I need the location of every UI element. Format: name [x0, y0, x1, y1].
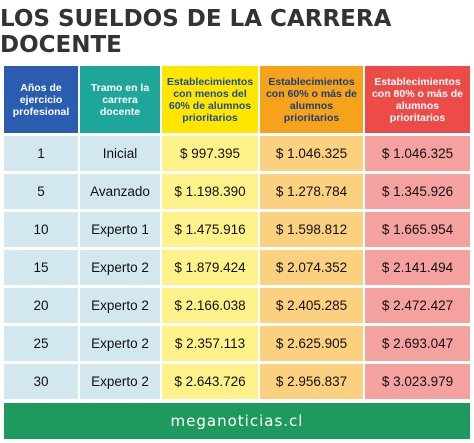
page-title: LOS SUELDOS DE LA CARRERA DOCENTE: [0, 6, 392, 58]
header-under-60: Establecimientos con menos del 60% de al…: [162, 66, 260, 136]
cell-80-or-more: $ 2.141.494: [365, 250, 470, 288]
cell-60-or-more: $ 1.278.784: [260, 174, 365, 212]
cell-years: 15: [4, 250, 80, 288]
cell-under-60: $ 2.643.726: [162, 364, 260, 402]
cell-years: 1: [4, 136, 80, 174]
cell-under-60: $ 1.475.916: [162, 212, 260, 250]
cell-tramo: Experto 1: [80, 212, 162, 250]
cell-60-or-more: $ 2.625.905: [260, 326, 365, 364]
header-80-or-more: Establecimientos con 80% o más de alumno…: [365, 66, 470, 136]
cell-80-or-more: $ 2.693.047: [365, 326, 470, 364]
cell-60-or-more: $ 2.074.352: [260, 250, 365, 288]
header-years: Años de ejercicio profesional: [4, 66, 80, 136]
cell-80-or-more: $ 1.345.926: [365, 174, 470, 212]
cell-under-60: $ 997.395: [162, 136, 260, 174]
cell-80-or-more: $ 2.472.427: [365, 288, 470, 326]
cell-years: 25: [4, 326, 80, 364]
cell-60-or-more: $ 1.598.812: [260, 212, 365, 250]
cell-tramo: Experto 2: [80, 326, 162, 364]
cell-years: 5: [4, 174, 80, 212]
cell-under-60: $ 2.357.113: [162, 326, 260, 364]
cell-years: 10: [4, 212, 80, 250]
cell-under-60: $ 2.166.038: [162, 288, 260, 326]
cell-under-60: $ 1.198.390: [162, 174, 260, 212]
footer-source: meganoticias.cl: [4, 403, 470, 439]
cell-60-or-more: $ 1.046.325: [260, 136, 365, 174]
cell-80-or-more: $ 1.046.325: [365, 136, 470, 174]
cell-under-60: $ 1.879.424: [162, 250, 260, 288]
cell-60-or-more: $ 2.956.837: [260, 364, 365, 402]
cell-tramo: Experto 2: [80, 364, 162, 402]
cell-80-or-more: $ 1.665.954: [365, 212, 470, 250]
cell-60-or-more: $ 2.405.285: [260, 288, 365, 326]
header-tramo: Tramo en la carrera docente: [80, 66, 162, 136]
cell-tramo: Experto 2: [80, 288, 162, 326]
cell-80-or-more: $ 3.023.979: [365, 364, 470, 402]
cell-tramo: Avanzado: [80, 174, 162, 212]
cell-tramo: Inicial: [80, 136, 162, 174]
cell-years: 30: [4, 364, 80, 402]
cell-years: 20: [4, 288, 80, 326]
salary-table: Años de ejercicio profesional Tramo en l…: [4, 66, 470, 402]
cell-tramo: Experto 2: [80, 250, 162, 288]
header-60-or-more: Establecimientos con 60% o más de alumno…: [260, 66, 365, 136]
